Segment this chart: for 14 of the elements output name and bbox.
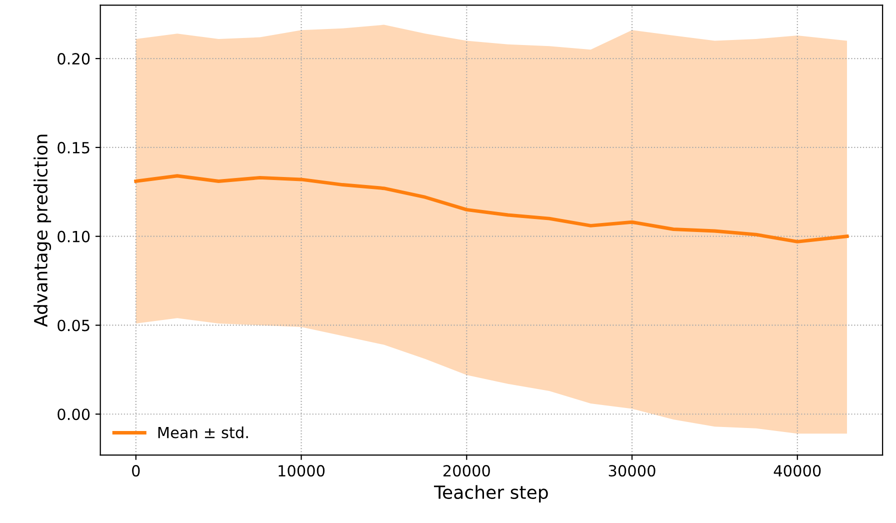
x-tick-label: 0 xyxy=(132,465,140,477)
y-tick-label: 0.10 xyxy=(58,230,90,242)
y-tick-label: 0.00 xyxy=(58,408,90,420)
legend-label: Mean ± std. xyxy=(158,426,248,438)
y-axis-title: Advantage prediction xyxy=(34,134,52,327)
x-tick-label: 20000 xyxy=(443,465,490,477)
x-tick-label: 40000 xyxy=(774,465,821,477)
x-tick-label: 10000 xyxy=(278,465,325,477)
x-axis-title: Teacher step xyxy=(434,485,548,503)
y-tick-label: 0.05 xyxy=(58,320,90,332)
line-series xyxy=(134,174,849,244)
y-tick-label: 0.20 xyxy=(58,53,90,65)
x-tick-label: 30000 xyxy=(608,465,656,477)
y-tick-label: 0.15 xyxy=(58,142,90,154)
